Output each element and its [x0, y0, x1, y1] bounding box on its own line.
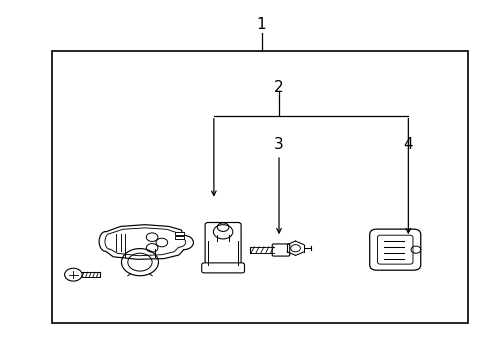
- FancyBboxPatch shape: [272, 244, 289, 256]
- Text: 4: 4: [403, 137, 412, 152]
- Text: 2: 2: [274, 80, 283, 95]
- Text: 3: 3: [274, 137, 284, 152]
- FancyBboxPatch shape: [377, 235, 412, 264]
- FancyBboxPatch shape: [369, 229, 420, 270]
- Bar: [52, 51, 467, 323]
- Bar: [175, 232, 184, 235]
- FancyBboxPatch shape: [201, 263, 244, 273]
- Bar: [175, 236, 184, 239]
- Text: 1: 1: [256, 17, 266, 32]
- FancyBboxPatch shape: [204, 222, 241, 270]
